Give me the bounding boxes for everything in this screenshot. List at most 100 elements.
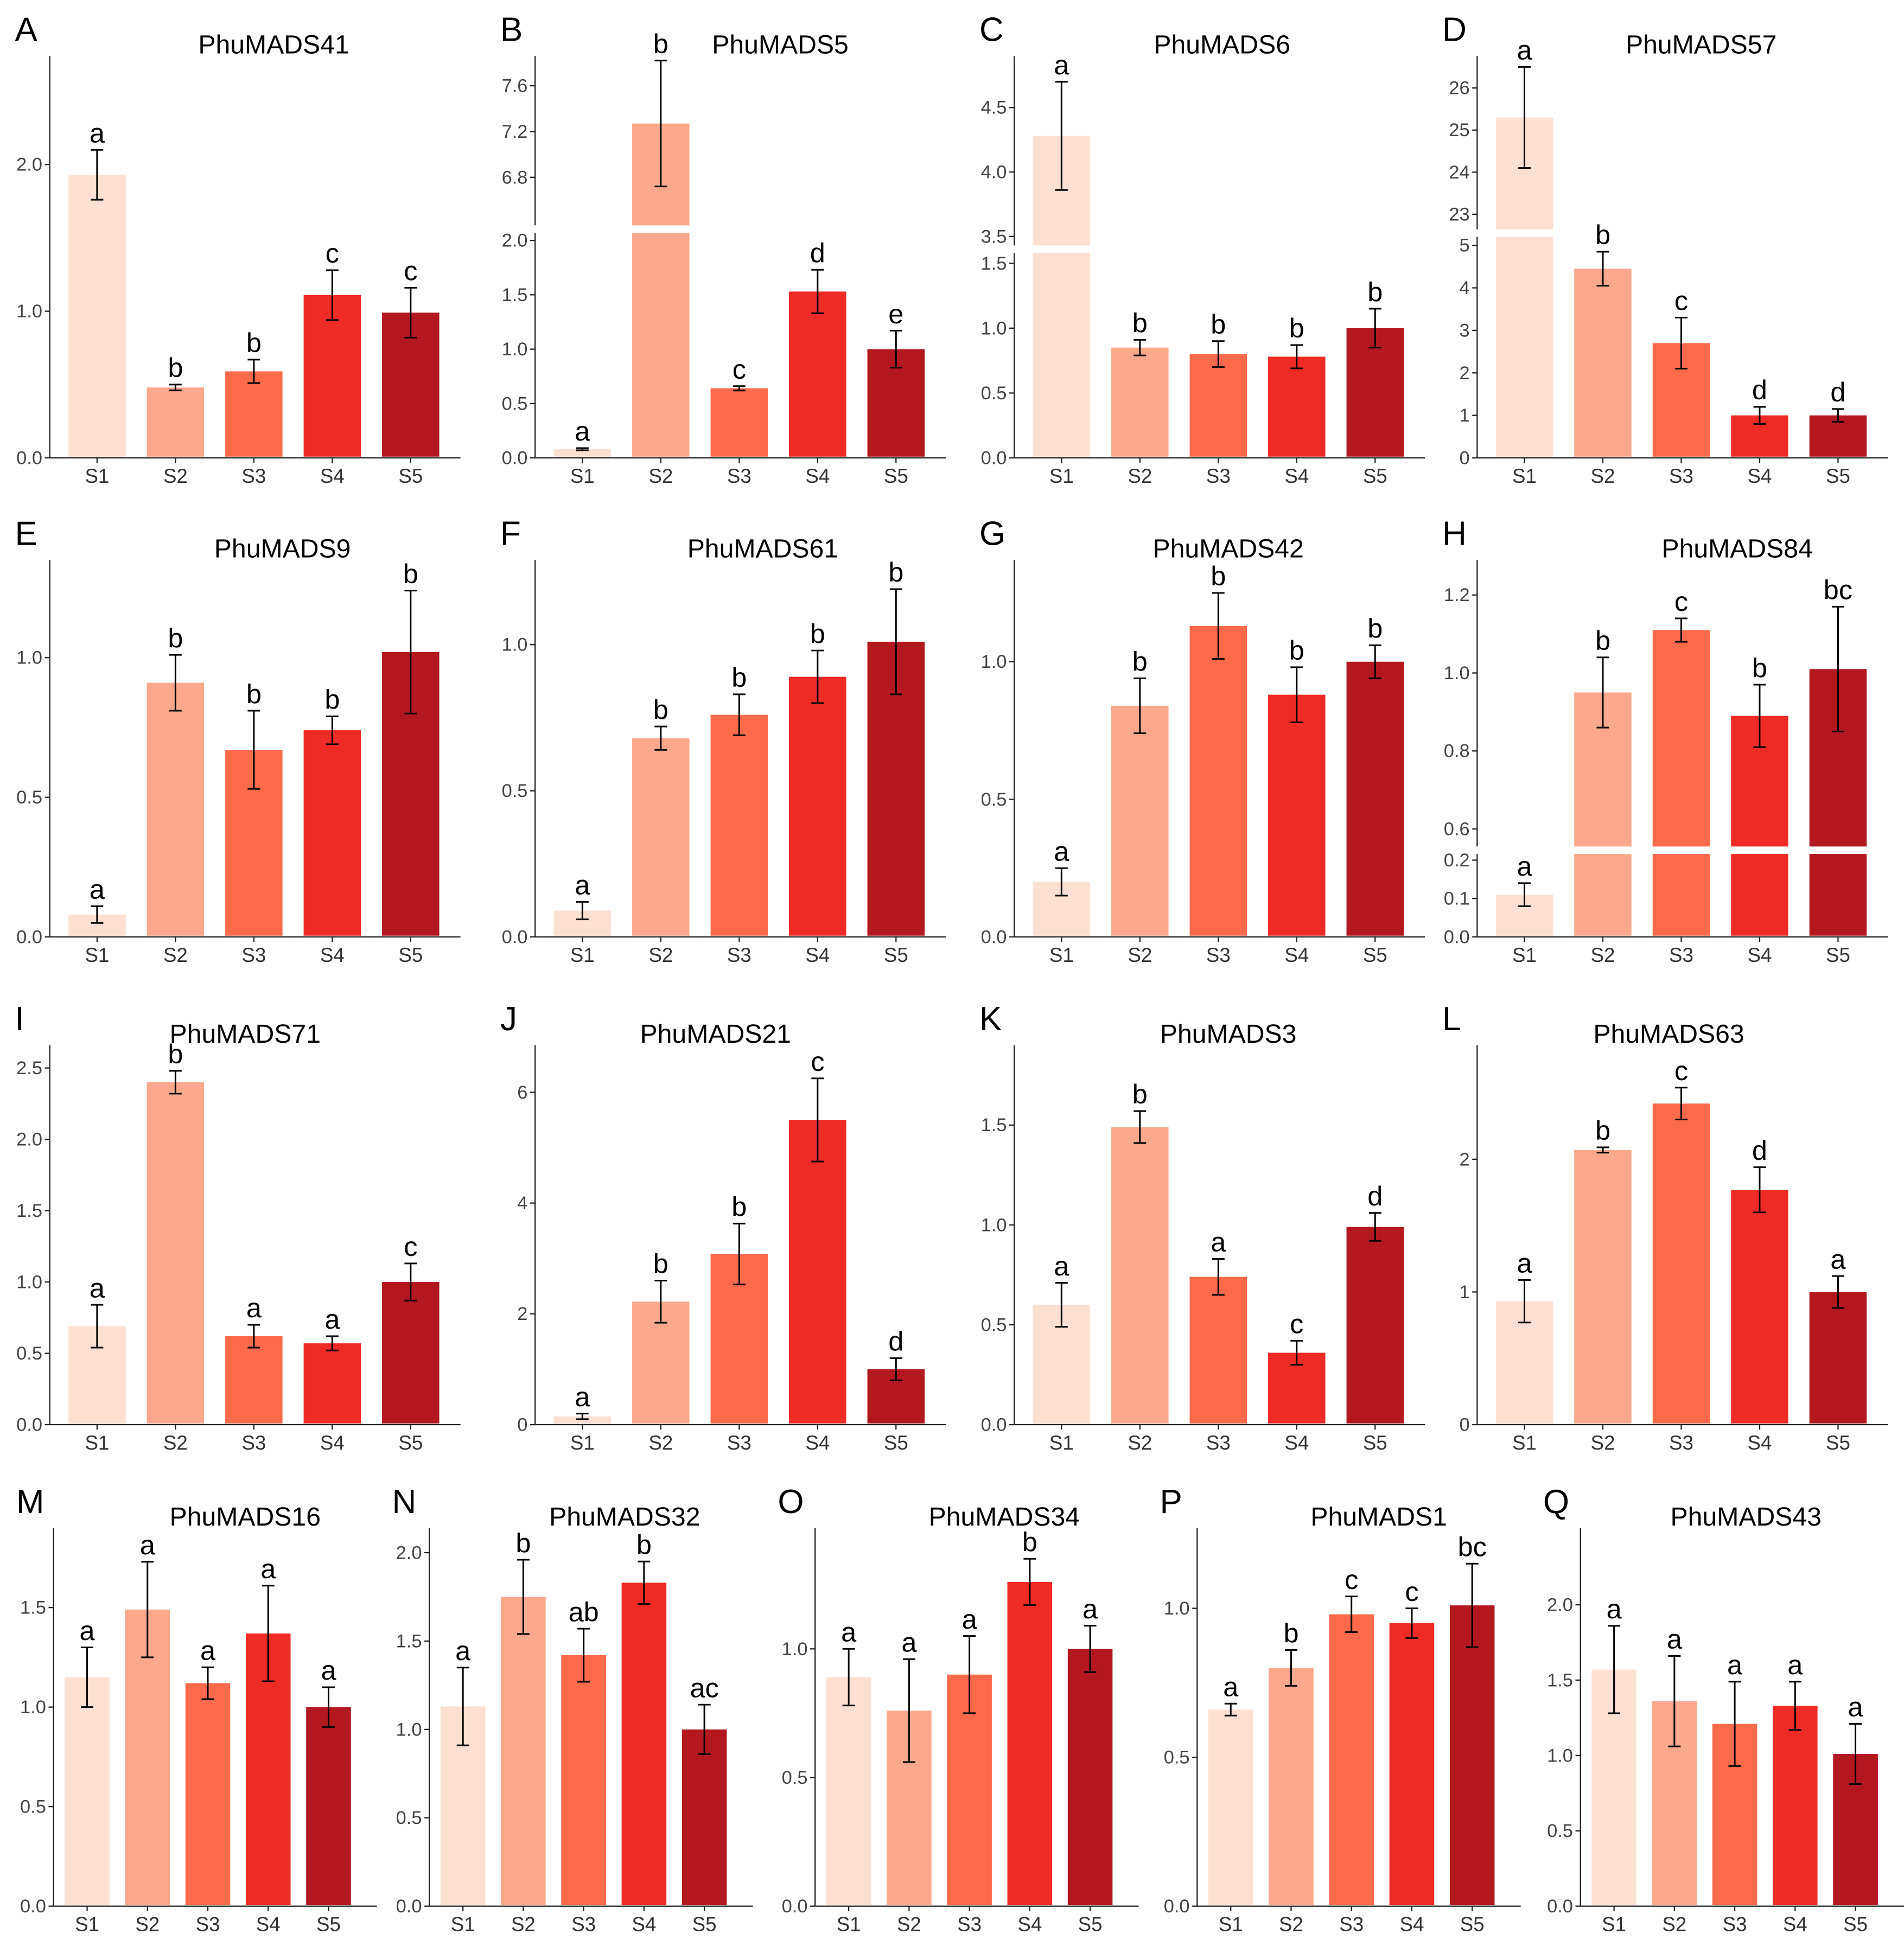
y-tick-label: 1.0 bbox=[782, 1639, 808, 1660]
axis-break-gap bbox=[1808, 846, 1868, 854]
panel-c: 0.0 0.5 1.0 1.5 3.5 4.0 4.5 C PhuMADS6 a S1 b S2 b S3 b… bbox=[979, 11, 1425, 487]
x-tick-label: S3 bbox=[1206, 1432, 1231, 1454]
y-tick-label: 4 bbox=[1459, 278, 1469, 298]
panel-g: 0.0 0.5 1.0 G PhuMADS42 a S1 b S2 b S3 b S4 b S5 bbox=[979, 515, 1425, 966]
bar-s3 bbox=[1189, 1277, 1247, 1424]
bar-s1 bbox=[1495, 117, 1553, 457]
x-tick-label: S1 bbox=[570, 465, 595, 487]
y-tick-label: 0.0 bbox=[981, 927, 1007, 947]
y-tick-label: 0 bbox=[1459, 1414, 1469, 1435]
significance-label: c bbox=[811, 1046, 824, 1077]
x-tick-label: S1 bbox=[1512, 1432, 1537, 1454]
bar-s2 bbox=[1111, 1127, 1169, 1424]
x-tick-label: S5 bbox=[884, 1432, 908, 1454]
y-tick-label: 0.0 bbox=[396, 1896, 422, 1917]
y-tick-label: 4.0 bbox=[981, 162, 1007, 182]
y-tick-label: 2 bbox=[517, 1304, 527, 1324]
x-tick-label: S2 bbox=[1591, 465, 1615, 487]
y-tick-label: 26 bbox=[1449, 78, 1469, 99]
x-tick-label: S3 bbox=[571, 1913, 596, 1935]
panel-title: PhuMADS71 bbox=[170, 1019, 321, 1049]
y-tick-label: 1.0 bbox=[502, 339, 528, 360]
y-tick-label: 1.0 bbox=[16, 1272, 42, 1293]
bar-s3 bbox=[1329, 1614, 1374, 1905]
y-tick-label: 0.0 bbox=[16, 448, 42, 468]
significance-label: b bbox=[1367, 613, 1383, 644]
significance-label: a bbox=[140, 1529, 156, 1560]
y-tick-label: 2.0 bbox=[16, 1130, 42, 1150]
bar-s3 bbox=[1189, 354, 1247, 457]
significance-label: a bbox=[1054, 835, 1069, 866]
x-tick-label: S4 bbox=[805, 944, 830, 966]
panel-title: PhuMADS21 bbox=[640, 1019, 791, 1049]
significance-label: b bbox=[810, 618, 825, 649]
significance-label: a bbox=[1727, 1649, 1743, 1680]
y-tick-label: 0.0 bbox=[981, 448, 1007, 468]
y-tick-label: 5 bbox=[1459, 235, 1469, 256]
y-tick-label: 1.0 bbox=[981, 1215, 1007, 1235]
bar-s3 bbox=[1652, 1103, 1710, 1424]
bar-s4 bbox=[303, 1343, 361, 1424]
significance-label: c bbox=[1674, 1055, 1688, 1086]
x-tick-label: S4 bbox=[1783, 1913, 1807, 1935]
y-tick-label: 2.0 bbox=[502, 231, 528, 251]
y-tick-label: 0.0 bbox=[782, 1896, 808, 1917]
panel-letter: N bbox=[392, 1483, 416, 1521]
significance-label: c bbox=[1405, 1576, 1418, 1607]
x-tick-label: S5 bbox=[1460, 1913, 1485, 1935]
bar-s2 bbox=[1574, 1150, 1632, 1424]
panel-title: PhuMADS16 bbox=[170, 1502, 321, 1532]
y-tick-label: 2 bbox=[1459, 363, 1469, 384]
panel-letter: L bbox=[1442, 1000, 1461, 1038]
significance-label: a bbox=[1517, 851, 1532, 882]
bar-s3 bbox=[185, 1683, 231, 1905]
bar-s4 bbox=[1389, 1623, 1435, 1905]
panel-letter: O bbox=[778, 1483, 804, 1521]
x-tick-label: S2 bbox=[163, 1432, 188, 1454]
y-tick-label: 1.5 bbox=[502, 285, 528, 305]
bar-s2 bbox=[501, 1597, 546, 1905]
x-tick-label: S1 bbox=[837, 1913, 861, 1935]
panel-i: 0.0 0.5 1.0 1.5 2.0 2.5 I PhuMADS71 a S1 b S2 a S3 a S4… bbox=[15, 1000, 461, 1454]
x-tick-label: S5 bbox=[1826, 465, 1850, 487]
x-tick-label: S5 bbox=[1826, 1432, 1850, 1454]
bar-s4 bbox=[303, 730, 361, 936]
x-tick-label: S4 bbox=[320, 465, 345, 487]
y-tick-label: 23 bbox=[1449, 204, 1469, 225]
x-tick-label: S4 bbox=[805, 465, 830, 487]
y-tick-label: 1.0 bbox=[502, 635, 528, 655]
x-tick-label: S3 bbox=[1723, 1913, 1747, 1935]
significance-label: a bbox=[200, 1635, 216, 1666]
panel-title: PhuMADS42 bbox=[1152, 534, 1303, 563]
x-tick-label: S4 bbox=[1748, 944, 1772, 966]
significance-label: a bbox=[90, 117, 105, 148]
y-tick-label: 0.0 bbox=[1164, 1896, 1190, 1917]
significance-label: b bbox=[403, 558, 418, 589]
x-tick-label: S1 bbox=[570, 944, 595, 966]
bar-s4 bbox=[789, 1120, 846, 1424]
x-tick-label: S4 bbox=[1748, 1432, 1772, 1454]
significance-label: b bbox=[653, 28, 668, 59]
x-tick-label: S5 bbox=[1078, 1913, 1103, 1935]
significance-label: b bbox=[515, 1527, 531, 1558]
y-tick-label: 7.2 bbox=[502, 122, 528, 142]
panel-b: 0.0 0.5 1.0 1.5 2.0 6.8 7.2 7.6 B PhuMADS5 a S1 b S2 c… bbox=[500, 11, 946, 487]
y-tick-label: 1.0 bbox=[1164, 1598, 1190, 1619]
panel-title: PhuMADS84 bbox=[1661, 534, 1812, 563]
significance-label: c bbox=[1290, 1309, 1303, 1339]
x-tick-label: S4 bbox=[632, 1913, 656, 1935]
significance-label: a bbox=[1607, 1593, 1622, 1624]
x-tick-label: S5 bbox=[398, 465, 423, 487]
significance-label: a bbox=[901, 1627, 917, 1658]
x-tick-label: S3 bbox=[957, 1913, 982, 1935]
panel-f: 0.0 0.5 1.0 F PhuMADS61 a S1 b S2 b S3 b S4 b S5 bbox=[500, 515, 946, 966]
y-tick-label: 2 bbox=[1459, 1149, 1469, 1170]
significance-label: bc bbox=[1458, 1532, 1487, 1562]
x-tick-label: S1 bbox=[75, 1913, 99, 1935]
y-tick-label: 1.0 bbox=[1444, 663, 1470, 684]
significance-label: b bbox=[1022, 1527, 1037, 1558]
x-tick-label: S3 bbox=[241, 1432, 266, 1454]
panel-title: PhuMADS61 bbox=[687, 534, 838, 563]
significance-label: c bbox=[1674, 285, 1688, 316]
y-tick-label: 0.0 bbox=[16, 927, 42, 947]
